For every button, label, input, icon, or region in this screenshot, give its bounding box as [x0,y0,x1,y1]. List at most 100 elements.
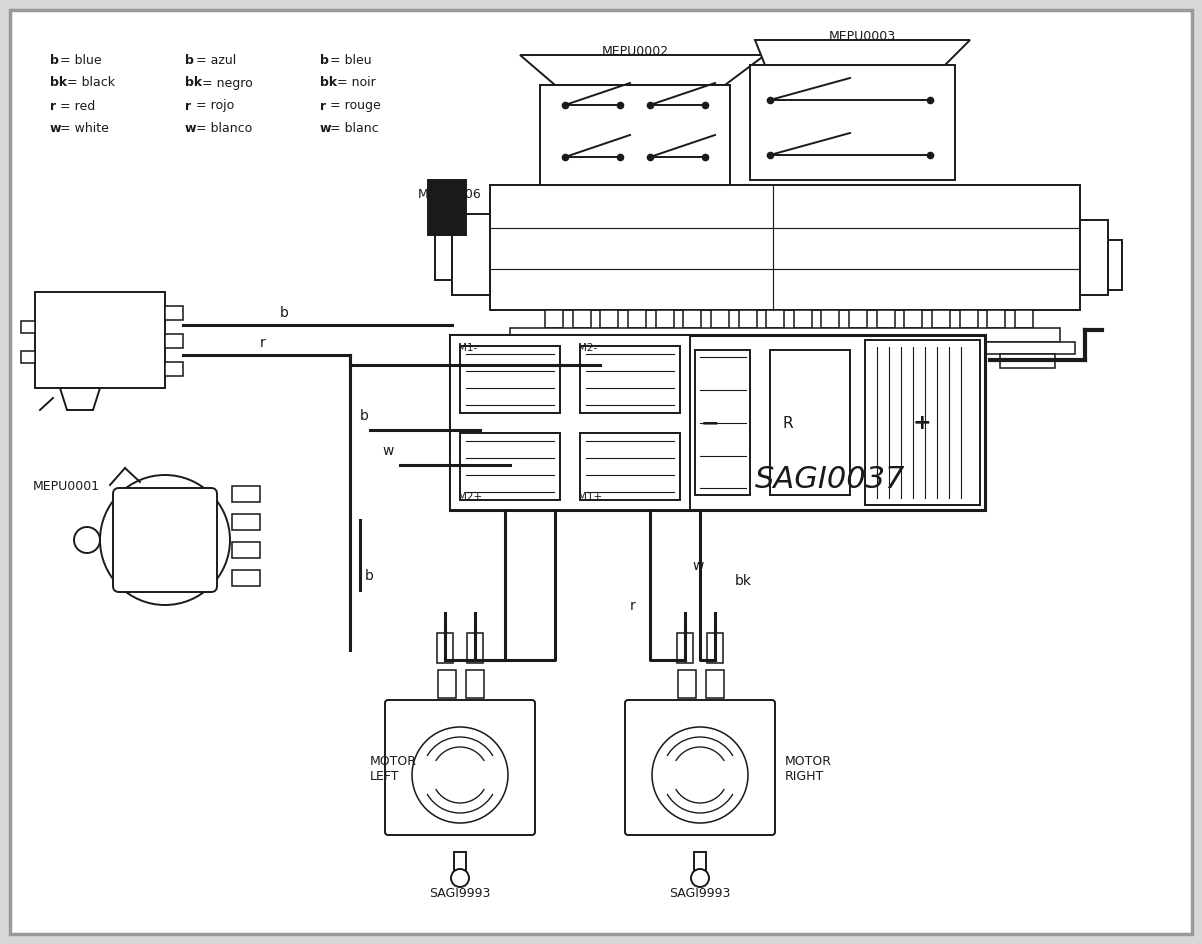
Bar [876,310,894,328]
Circle shape [691,869,709,887]
Bar [655,310,673,328]
Text: MEDI0006: MEDI0006 [418,188,482,201]
Bar [572,310,590,328]
Bar [1000,354,1055,368]
Text: bk: bk [320,76,337,90]
Bar [678,670,696,698]
Bar [540,85,730,185]
Text: MEPU0002: MEPU0002 [601,45,668,58]
Text: = blue: = blue [56,54,102,66]
Bar [232,570,260,586]
Bar [750,65,956,180]
Text: M1-: M1- [458,343,477,353]
Bar [468,633,483,663]
Text: b: b [280,306,288,320]
Bar [232,486,260,502]
Text: r: r [260,336,266,350]
Bar [428,180,466,235]
Text: bk: bk [734,574,752,588]
Text: w: w [185,123,196,136]
Text: w: w [382,444,393,458]
Polygon shape [520,55,764,85]
Bar [904,310,922,328]
Text: M1+: M1+ [578,492,602,502]
Bar [695,350,750,495]
Text: = red: = red [56,99,96,112]
Text: = rojo: = rojo [191,99,233,112]
Bar [959,310,977,328]
Bar [1108,240,1121,290]
Text: bk: bk [50,76,67,90]
Text: = negro: = negro [198,76,252,90]
Text: = blanc: = blanc [327,123,379,136]
Text: r: r [630,599,636,613]
Text: r: r [320,99,326,112]
Bar [232,542,260,558]
Circle shape [651,727,748,823]
Text: b: b [185,54,194,66]
Text: MEPU0001: MEPU0001 [32,480,100,493]
Text: SAGI0037: SAGI0037 [755,465,905,495]
Circle shape [75,527,100,553]
FancyBboxPatch shape [385,700,535,835]
Text: MOTOR
LEFT: MOTOR LEFT [370,755,417,783]
Bar [165,334,183,348]
Bar [495,342,1075,354]
Bar [581,346,680,413]
Text: = noir: = noir [333,76,376,90]
Bar [165,306,183,320]
Text: = white: = white [56,123,109,136]
Bar [460,433,560,500]
Text: = azul: = azul [191,54,236,66]
FancyBboxPatch shape [10,10,1192,934]
Text: b: b [320,54,329,66]
FancyBboxPatch shape [625,700,775,835]
Polygon shape [755,40,970,65]
FancyBboxPatch shape [113,488,218,592]
Text: bk: bk [185,76,202,90]
Bar [466,670,484,698]
Text: = blanco: = blanco [191,123,251,136]
Bar [683,310,701,328]
Text: R: R [783,415,792,430]
Bar [438,633,453,663]
Bar [545,310,563,328]
Bar [35,292,165,388]
Text: SAGI9993: SAGI9993 [670,887,731,900]
Bar [707,633,722,663]
Text: r: r [50,99,56,112]
Bar [581,433,680,500]
Bar [490,185,1081,310]
Bar [795,354,850,368]
Bar [849,310,867,328]
Text: = black: = black [63,76,115,90]
Bar [450,335,690,510]
Bar [710,310,728,328]
Bar [1081,220,1108,295]
Bar [766,310,784,328]
Bar [793,310,811,328]
Text: +: + [912,413,932,433]
Text: b: b [365,569,374,583]
Bar [540,354,595,368]
Circle shape [100,475,230,605]
Bar [450,335,984,510]
Bar [770,350,850,495]
Bar [435,224,452,280]
Circle shape [412,727,508,823]
Bar [600,310,618,328]
Bar [987,310,1005,328]
Bar [706,670,724,698]
Text: M2+: M2+ [458,492,482,502]
Text: = bleu: = bleu [327,54,373,66]
Bar [438,670,456,698]
Text: M2-: M2- [578,343,597,353]
Text: MOTOR
RIGHT: MOTOR RIGHT [785,755,832,783]
Bar [165,362,183,376]
Bar [677,633,694,663]
Text: SAGI9993: SAGI9993 [429,887,490,900]
Text: w: w [320,123,332,136]
Text: = rouge: = rouge [327,99,381,112]
Bar [1014,310,1033,328]
Text: r: r [185,99,191,112]
